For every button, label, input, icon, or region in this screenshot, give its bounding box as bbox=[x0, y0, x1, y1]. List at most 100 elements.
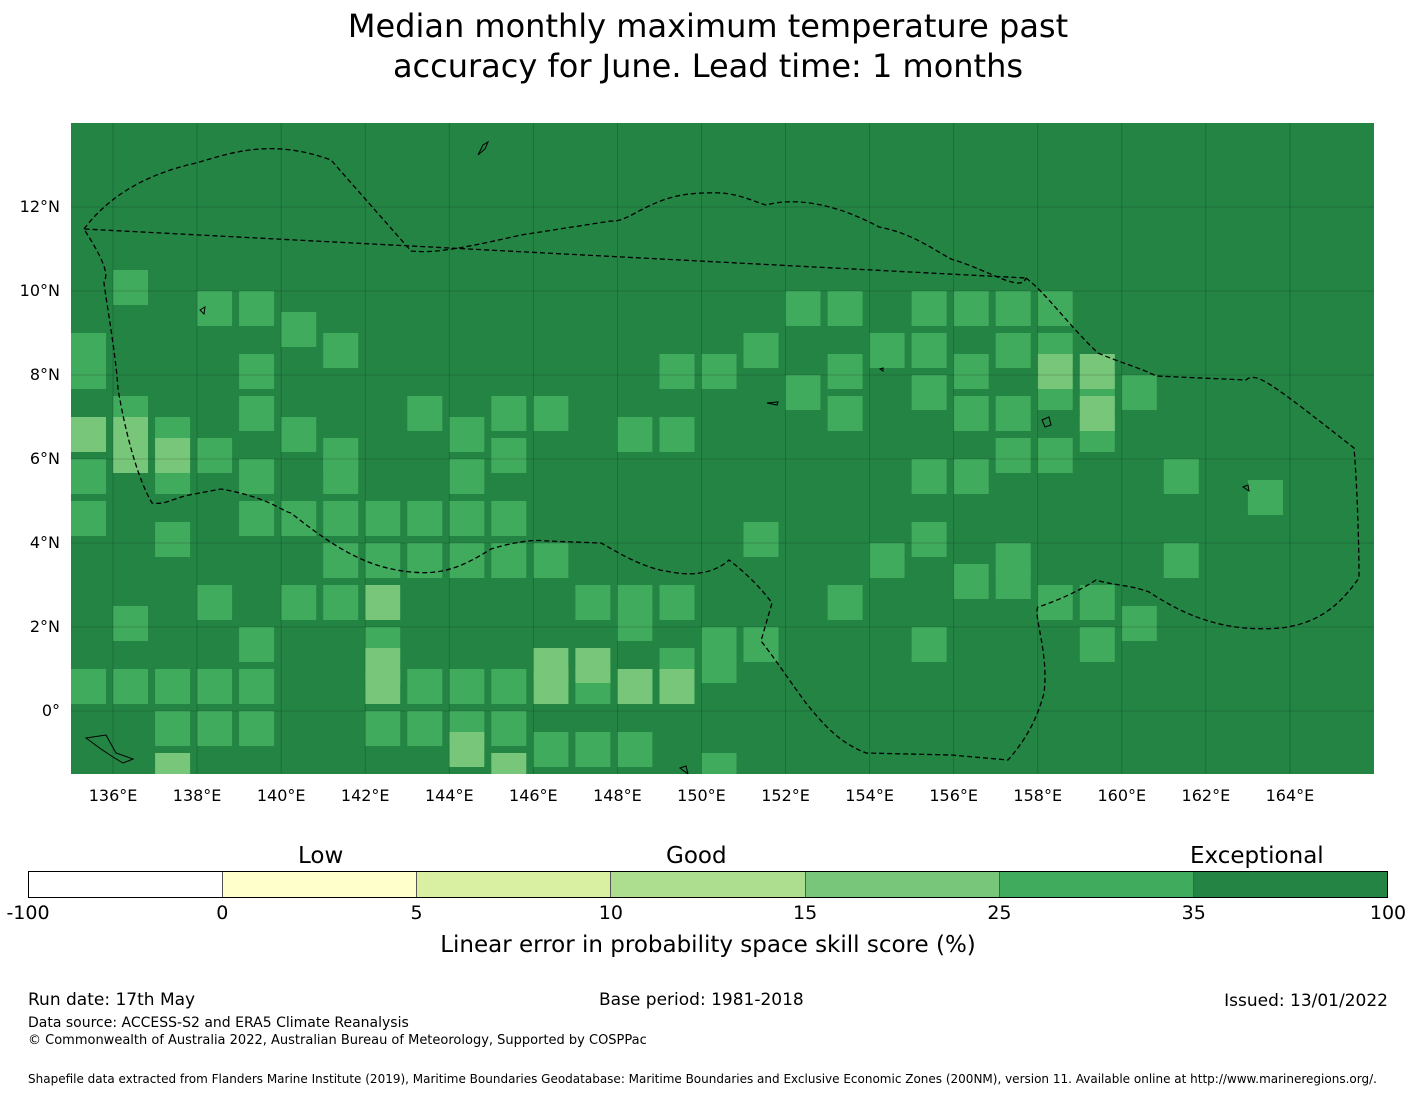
skill-cell-25-35 bbox=[1079, 585, 1115, 620]
skill-cell-25-35 bbox=[491, 501, 527, 536]
skill-cell-25-35 bbox=[71, 501, 106, 536]
skill-cell-25-35 bbox=[995, 333, 1031, 368]
skill-cell-15-25 bbox=[155, 753, 191, 774]
skill-cell-25-35 bbox=[911, 291, 947, 326]
skill-cell-25-35 bbox=[113, 270, 148, 305]
skill-cell-15-25 bbox=[1079, 354, 1115, 389]
skill-cell-15-25 bbox=[659, 669, 695, 704]
skill-cell-25-35 bbox=[911, 522, 947, 557]
colorbar-tick-label: 100 bbox=[1369, 902, 1407, 924]
skill-cell-25-35 bbox=[953, 291, 989, 326]
skill-cell-25-35 bbox=[197, 711, 233, 746]
skill-cell-25-35 bbox=[407, 669, 443, 704]
colorbar-segment bbox=[611, 872, 806, 897]
skill-cell-25-35 bbox=[407, 396, 443, 431]
skill-cell-25-35 bbox=[1163, 459, 1199, 494]
x-tick-label: 148°E bbox=[593, 786, 642, 805]
skill-cell-25-35 bbox=[953, 354, 989, 389]
skill-cell-25-35 bbox=[1037, 438, 1073, 473]
x-tick-label: 154°E bbox=[845, 786, 894, 805]
skill-cell-25-35 bbox=[449, 417, 485, 452]
colorbar-tick-label: 0 bbox=[216, 902, 229, 924]
skill-cell-25-35 bbox=[617, 732, 653, 767]
skill-cell-25-35 bbox=[113, 606, 148, 641]
skill-cell-25-35 bbox=[743, 333, 779, 368]
skill-cell-25-35 bbox=[617, 417, 653, 452]
skill-cell-15-25 bbox=[1079, 396, 1115, 431]
x-tick-label: 158°E bbox=[1013, 786, 1063, 805]
skill-cell-25-35 bbox=[281, 417, 317, 452]
islands bbox=[84, 140, 1250, 774]
skill-cell-25-35 bbox=[449, 459, 485, 494]
skill-cell-25-35 bbox=[701, 354, 737, 389]
colorbar-segment bbox=[29, 872, 224, 897]
skill-cell-25-35 bbox=[953, 564, 989, 599]
skill-cell-25-35 bbox=[575, 585, 611, 620]
skill-cell-25-35 bbox=[743, 522, 779, 557]
base-period: Base period: 1981-2018 bbox=[599, 990, 804, 1010]
skill-cell-25-35 bbox=[869, 333, 905, 368]
skill-cell-25-35 bbox=[533, 732, 569, 767]
skill-cell-25-35 bbox=[701, 753, 737, 774]
skill-cell-25-35 bbox=[281, 501, 317, 536]
skill-cell-25-35 bbox=[239, 291, 275, 326]
skill-cell-25-35 bbox=[1247, 480, 1283, 515]
colorbar-tick-label: 25 bbox=[987, 902, 1012, 924]
skill-cell-25-35 bbox=[785, 375, 821, 410]
y-tick-label: 6°N bbox=[29, 449, 60, 468]
skill-cell-25-35 bbox=[365, 711, 401, 746]
y-tick-label: 10°N bbox=[19, 281, 60, 300]
x-tick-label: 156°E bbox=[929, 786, 978, 805]
skill-cell-25-35 bbox=[365, 501, 401, 536]
skill-cell-15-25 bbox=[617, 669, 653, 704]
colorbar-title: Linear error in probability space skill … bbox=[440, 932, 976, 958]
x-tick-label: 136°E bbox=[88, 786, 138, 805]
y-tick-label: 2°N bbox=[29, 617, 60, 636]
colorbar-segment bbox=[417, 872, 612, 897]
x-tick-label: 164°E bbox=[1265, 786, 1315, 805]
x-tick-label: 150°E bbox=[677, 786, 726, 805]
x-tick-label: 162°E bbox=[1181, 786, 1231, 805]
x-tick-label: 160°E bbox=[1097, 786, 1147, 805]
skill-cell-25-35 bbox=[71, 354, 106, 389]
skill-cell-25-35 bbox=[827, 585, 863, 620]
data-source: Data source: ACCESS-S2 and ERA5 Climate … bbox=[28, 1015, 409, 1031]
skill-cell-25-35 bbox=[995, 543, 1031, 578]
skill-cell-25-35 bbox=[953, 459, 989, 494]
colorbar-segment bbox=[223, 872, 418, 897]
skill-cell-25-35 bbox=[239, 501, 275, 536]
colorbar bbox=[28, 871, 1388, 898]
skill-cell-25-35 bbox=[449, 669, 485, 704]
skill-cell-15-25 bbox=[1037, 354, 1073, 389]
skill-cell-25-35 bbox=[407, 501, 443, 536]
skill-cell-25-35 bbox=[995, 291, 1031, 326]
skill-cell-25-35 bbox=[281, 585, 317, 620]
skill-cell-25-35 bbox=[659, 354, 695, 389]
skill-cell-25-35 bbox=[113, 669, 148, 704]
skill-cell-25-35 bbox=[281, 312, 317, 347]
skill-cells-layer bbox=[71, 270, 1283, 774]
x-tick-label: 142°E bbox=[340, 786, 390, 805]
colorbar-tick-label: 15 bbox=[793, 902, 818, 924]
shapefile-credit: Shapefile data extracted from Flanders M… bbox=[28, 1072, 1377, 1086]
skill-cell-25-35 bbox=[323, 585, 359, 620]
skill-cell-25-35 bbox=[1079, 627, 1115, 662]
skill-cell-25-35 bbox=[155, 522, 191, 557]
skill-cell-25-35 bbox=[911, 333, 947, 368]
skill-cell-25-35 bbox=[953, 396, 989, 431]
skill-cell-25-35 bbox=[575, 732, 611, 767]
skill-cell-25-35 bbox=[323, 501, 359, 536]
skill-cell-25-35 bbox=[785, 291, 821, 326]
skill-cell-25-35 bbox=[155, 711, 191, 746]
skill-cell-25-35 bbox=[1037, 585, 1073, 620]
skill-cell-25-35 bbox=[1121, 375, 1157, 410]
skill-cell-25-35 bbox=[911, 375, 947, 410]
skill-cell-15-25 bbox=[365, 669, 401, 704]
x-tick-label: 140°E bbox=[256, 786, 306, 805]
skill-score-map bbox=[71, 123, 1374, 774]
skill-cell-25-35 bbox=[239, 459, 275, 494]
skill-cell-25-35 bbox=[533, 543, 569, 578]
eez-boundary-west bbox=[82, 148, 1360, 761]
skill-cell-25-35 bbox=[827, 291, 863, 326]
skill-cell-15-25 bbox=[575, 648, 611, 683]
